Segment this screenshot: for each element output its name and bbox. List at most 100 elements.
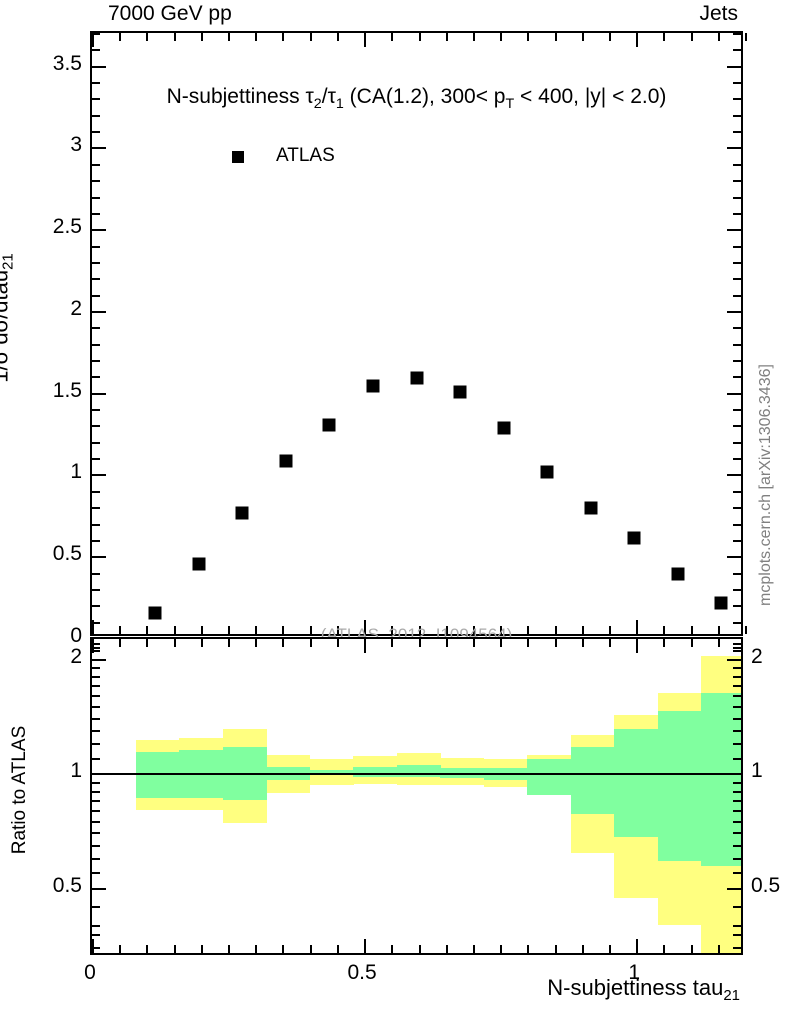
ratio-y-tick-label: 2: [70, 644, 82, 668]
main-y-tick-right: [733, 245, 741, 248]
title-slash: /: [321, 85, 328, 108]
ratio-y-tick: [92, 947, 100, 950]
ratio-y-tick: [92, 832, 100, 835]
main-y-tick-right: [733, 196, 741, 199]
main-y-tick-right: [733, 163, 741, 166]
data-point-marker: [366, 379, 380, 393]
ratio-y-tick: [92, 667, 100, 669]
main-x-tick-top: [554, 33, 557, 41]
ratio-x-tick-bottom: [690, 945, 693, 953]
main-x-tick-bottom: [200, 626, 203, 634]
header-analysis-category: Jets: [699, 2, 738, 25]
main-x-tick-bottom: [364, 620, 367, 634]
main-x-tick-top: [690, 33, 693, 41]
main-x-tick-top: [445, 33, 448, 41]
ratio-x-tick-top: [119, 639, 122, 647]
main-x-tick-bottom: [336, 626, 339, 634]
main-y-tick: [92, 65, 106, 68]
main-x-tick-top: [336, 33, 339, 41]
main-x-tick-bottom: [608, 626, 611, 634]
ratio-uncertainty-band-inner: [657, 710, 703, 861]
ratio-y-tick: [92, 642, 100, 645]
ratio-x-tick-bottom: [282, 945, 285, 953]
ratio-y-tick-right: [733, 800, 741, 803]
main-y-tick-right: [733, 294, 741, 297]
ratio-y-tick: [92, 810, 100, 813]
ratio-uncertainty-band-inner: [570, 747, 615, 815]
main-x-tick-bottom: [472, 626, 475, 634]
main-y-tick: [92, 556, 106, 559]
main-y-tick-right: [733, 605, 741, 608]
main-y-tick: [92, 212, 100, 215]
main-x-tick-bottom: [500, 626, 503, 634]
main-x-tick-bottom: [527, 626, 530, 634]
ratio-y-tick-right: [733, 642, 741, 645]
main-y-tick: [92, 147, 106, 150]
ratio-y-tick-label: 1: [70, 759, 82, 783]
ratio-x-tick-bottom: [173, 945, 176, 953]
main-x-tick-top: [119, 33, 122, 41]
ratio-y-tick: [92, 675, 100, 678]
ratio-x-tick-top: [200, 639, 203, 647]
title-pt-subscript: T: [505, 95, 515, 112]
main-y-tick-right: [727, 556, 741, 559]
title-prefix: N-subjettiness: [166, 85, 306, 108]
ratio-x-tick-bottom: [717, 945, 720, 953]
main-x-tick-bottom: [255, 626, 258, 634]
data-point-marker: [671, 567, 685, 581]
main-y-tick: [92, 163, 100, 166]
main-x-tick-bottom: [228, 626, 231, 634]
main-y-tick: [92, 376, 100, 379]
ratio-y-tick-right: [727, 888, 741, 891]
ratio-y-tick-right: [733, 729, 741, 732]
credit-watermark: mcplots.cern.ch [arXiv:1306.3436]: [757, 364, 774, 606]
legend-marker-atlas: [232, 151, 244, 163]
main-y-tick: [92, 605, 100, 608]
main-x-tick-top: [92, 33, 94, 47]
main-x-tick-top: [663, 33, 666, 41]
main-x-tick-bottom: [119, 626, 122, 634]
ratio-x-tick-bottom: [663, 945, 666, 953]
main-y-tick: [92, 310, 106, 313]
ratio-y-tick: [92, 933, 100, 936]
ratio-y-tick-right: [733, 675, 741, 678]
data-point-marker: [497, 421, 511, 435]
main-y-tick: [92, 278, 100, 281]
ratio-x-tick-top: [554, 639, 557, 647]
main-y-tick-right: [727, 65, 741, 68]
main-x-tick-top: [391, 33, 394, 41]
main-y-tick-right: [733, 621, 741, 624]
ratio-x-tick-bottom: [309, 945, 312, 953]
main-y-tick-right: [733, 425, 741, 428]
main-y-tick-label: 2: [70, 296, 82, 320]
ratio-x-tick-bottom: [554, 945, 557, 953]
title-kinematics-tail: < 400, |y| < 2.0): [514, 85, 667, 108]
ratio-x-tick-bottom: [200, 945, 203, 953]
main-y-tick-label: 3: [70, 133, 82, 157]
ratio-y-tick: [92, 790, 100, 793]
main-y-tick: [92, 33, 100, 35]
main-y-tick: [92, 441, 100, 444]
main-x-tick-bottom: [745, 626, 747, 634]
main-y-tick: [92, 327, 100, 330]
main-x-tick-top: [500, 33, 503, 41]
main-y-tick-right: [733, 523, 741, 526]
main-y-tick-label: 2.5: [52, 215, 82, 239]
ratio-y-tick-label-right: 0.5: [751, 874, 781, 898]
ratio-y-tick: [92, 773, 106, 776]
main-y-tick-right: [733, 327, 741, 330]
main-y-tick-right: [733, 212, 741, 215]
main-x-tick-top: [608, 33, 611, 41]
main-y-tick-right: [733, 409, 741, 412]
ratio-y-tick: [92, 650, 100, 653]
ratio-x-tick-top: [282, 639, 285, 647]
ratio-y-tick-label-right: 1: [751, 759, 763, 783]
ratio-y-tick: [92, 844, 100, 847]
ratio-y-tick-right: [733, 650, 741, 653]
main-x-tick-bottom: [636, 620, 639, 634]
main-y-axis-label-text: 1/σ dσ/dtau: [0, 269, 13, 383]
main-x-tick-top: [745, 33, 747, 41]
main-x-tick-bottom: [92, 620, 94, 634]
main-y-tick-label: 0: [70, 624, 82, 647]
ratio-y-tick-right: [733, 757, 741, 760]
